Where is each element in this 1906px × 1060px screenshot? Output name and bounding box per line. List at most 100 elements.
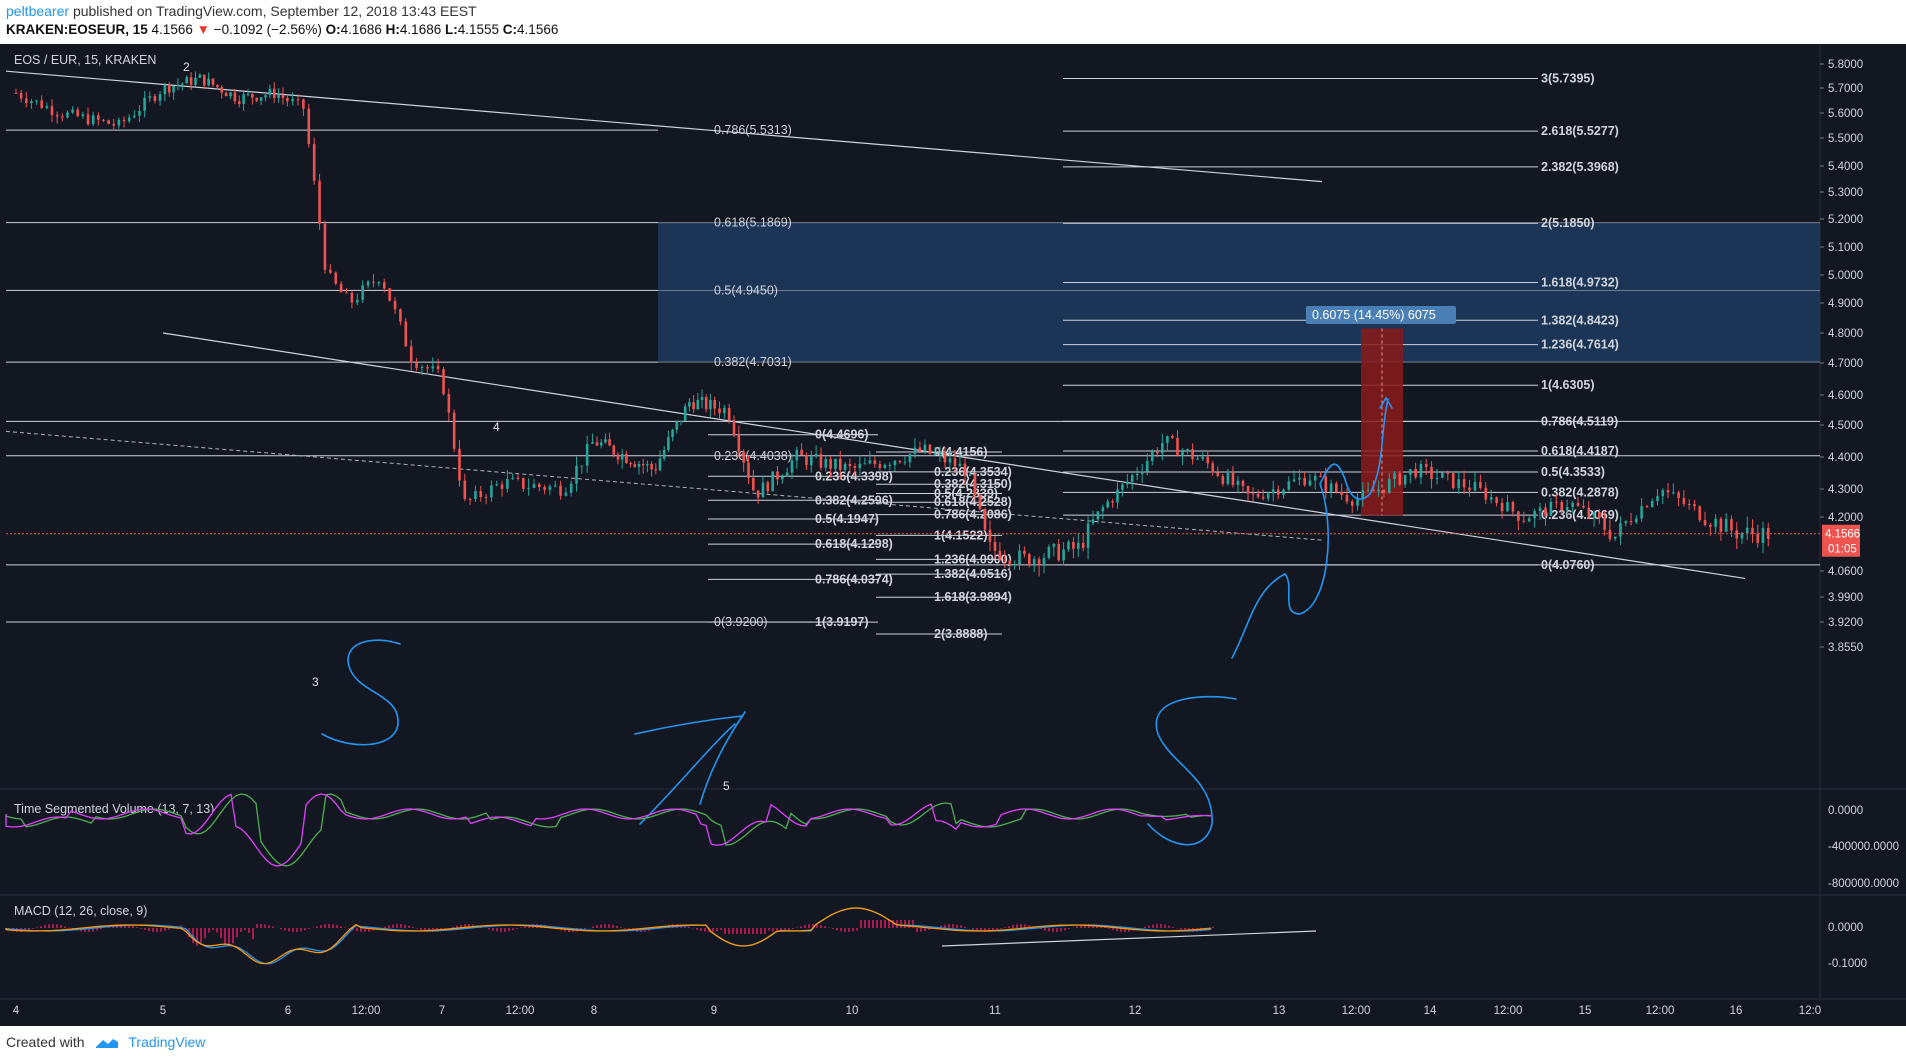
macd-histogram-bar bbox=[960, 925, 962, 928]
macd-histogram-bar bbox=[1080, 925, 1082, 928]
candle-body bbox=[202, 74, 206, 86]
time-tick-label: 11 bbox=[989, 1005, 1001, 1017]
candle-body bbox=[242, 94, 245, 104]
macd-histogram-bar bbox=[228, 928, 230, 946]
macd-histogram-bar bbox=[40, 926, 42, 928]
open-value: 4.1686 bbox=[340, 22, 382, 37]
macd-histogram-bar bbox=[216, 928, 218, 933]
macd-histogram-bar bbox=[628, 928, 630, 931]
trendline-lower bbox=[162, 332, 1746, 580]
candle-body bbox=[923, 444, 927, 452]
drawn-s-right bbox=[1147, 695, 1237, 846]
candle-body bbox=[452, 412, 456, 449]
macd-histogram-bar bbox=[280, 928, 282, 930]
drawn-h-mark bbox=[634, 711, 746, 825]
candle-body bbox=[1350, 501, 1354, 506]
candle-body bbox=[516, 477, 520, 479]
candle-body bbox=[490, 485, 493, 498]
candle-body bbox=[1393, 473, 1396, 480]
macd-histogram-bar bbox=[256, 924, 258, 928]
candle-body bbox=[662, 449, 666, 459]
candle-body bbox=[834, 458, 837, 469]
candle-body bbox=[1698, 506, 1702, 521]
author-link[interactable]: peltbearer bbox=[6, 3, 70, 19]
candle-body bbox=[1511, 501, 1515, 512]
candle-body bbox=[19, 93, 23, 99]
publish-info: published on TradingView.com, September … bbox=[72, 3, 477, 19]
macd-histogram-bar bbox=[328, 924, 330, 928]
macd-histogram-bar bbox=[996, 928, 998, 931]
candle-body bbox=[35, 100, 38, 102]
macd-histogram-bar bbox=[916, 928, 918, 932]
candle-body bbox=[350, 292, 354, 303]
candle-body bbox=[1171, 435, 1174, 438]
candle-body bbox=[1091, 519, 1095, 524]
candle-body bbox=[1435, 477, 1439, 480]
macd-histogram-bar bbox=[1008, 925, 1010, 928]
macd-histogram-bar bbox=[804, 925, 806, 928]
macd-histogram-bar bbox=[688, 926, 690, 928]
candle-body bbox=[727, 407, 731, 421]
candle-body bbox=[1156, 451, 1159, 454]
macd-histogram-bar bbox=[988, 928, 990, 932]
candle-body bbox=[1335, 483, 1338, 492]
candle-body bbox=[1276, 489, 1280, 495]
last-price-countdown: 01:05 bbox=[1828, 544, 1857, 556]
candle-body bbox=[1582, 505, 1585, 508]
chart-canvas[interactable]: 0.786(5.5313)0.618(5.1869)0.5(4.9450)0.3… bbox=[0, 44, 1906, 1026]
candle-body bbox=[296, 99, 300, 101]
price-pane: 0.786(5.5313)0.618(5.1869)0.5(4.9450)0.3… bbox=[0, 44, 1906, 1017]
candle-body bbox=[771, 471, 774, 492]
candle-body bbox=[580, 465, 584, 467]
candle-body bbox=[1067, 541, 1070, 550]
candle-body bbox=[1037, 559, 1041, 566]
candle-body bbox=[1677, 492, 1680, 499]
macd-histogram-bar bbox=[760, 928, 762, 934]
macd-histogram-bar bbox=[368, 928, 370, 932]
macd-title: MACD (12, 26, close, 9) bbox=[14, 904, 147, 918]
candle-body bbox=[372, 281, 375, 283]
macd-histogram-bar bbox=[700, 928, 702, 931]
macd-histogram-bar bbox=[1212, 927, 1214, 928]
macd-histogram-bar bbox=[596, 925, 598, 928]
macd-histogram-bar bbox=[156, 928, 158, 932]
trendline-dashed bbox=[5, 430, 1323, 541]
candle-body bbox=[345, 292, 348, 294]
candle-body bbox=[1735, 530, 1739, 539]
candle-body bbox=[564, 492, 568, 496]
candle-body bbox=[1682, 498, 1686, 504]
time-tick-label: 12:00 bbox=[1646, 1005, 1675, 1017]
volume-pane: Time Segmented Volume (13, 7, 13) 0.0000 -… bbox=[5, 793, 1899, 890]
open-label: O: bbox=[325, 22, 341, 37]
candle-body bbox=[1745, 527, 1749, 534]
candle-body bbox=[933, 453, 937, 455]
macd-histogram-bar bbox=[360, 928, 362, 932]
candle-body bbox=[366, 281, 370, 286]
candle-body bbox=[1028, 554, 1031, 566]
fib-right-label: 1.618(4.9732) bbox=[1541, 276, 1619, 290]
candle-body bbox=[1271, 489, 1275, 494]
candle-body bbox=[1298, 477, 1301, 480]
macd-histogram-bar bbox=[684, 925, 686, 928]
candle-body bbox=[272, 88, 276, 98]
candle-body bbox=[1324, 476, 1328, 492]
candle-body bbox=[176, 84, 180, 86]
candle-body bbox=[1251, 493, 1255, 495]
candle-body bbox=[532, 484, 536, 488]
macd-histogram-bar bbox=[592, 926, 594, 928]
fib-right-label: 1.236(4.7614) bbox=[1541, 338, 1619, 352]
candle-body bbox=[683, 406, 687, 421]
candle-body bbox=[286, 98, 289, 102]
fib-zone bbox=[658, 222, 1820, 363]
chart-area[interactable]: 0.786(5.5313) 0.618(5.1869) 0.5(4.9450) 0.3… bbox=[0, 44, 1906, 1026]
candle-body bbox=[795, 449, 799, 461]
candle-body bbox=[1441, 472, 1444, 478]
candle-body bbox=[468, 498, 472, 500]
candle-body bbox=[167, 84, 171, 93]
candle-body bbox=[1398, 473, 1402, 485]
macd-histogram-bar bbox=[740, 928, 742, 934]
macd-histogram-bar bbox=[584, 928, 586, 930]
candle-body bbox=[873, 460, 877, 465]
candle-body bbox=[1221, 476, 1225, 484]
tradingview-link[interactable]: TradingView bbox=[128, 1034, 206, 1050]
